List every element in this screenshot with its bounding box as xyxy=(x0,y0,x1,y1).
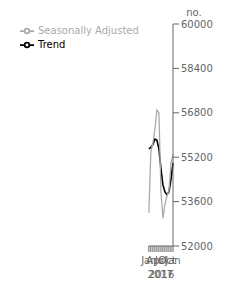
svg-text:52000: 52000 xyxy=(181,241,213,252)
svg-text:2017: 2017 xyxy=(148,269,173,280)
svg-text:Jan: Jan xyxy=(164,255,180,266)
svg-text:58400: 58400 xyxy=(181,63,213,74)
svg-text:60000: 60000 xyxy=(181,19,213,30)
svg-text:53600: 53600 xyxy=(181,196,213,207)
html-text:Trend: Trend xyxy=(38,39,66,50)
svg-text:55200: 55200 xyxy=(181,152,213,163)
svg-text:56800: 56800 xyxy=(181,107,213,118)
html-text:Seasonally Adjusted: Seasonally Adjusted xyxy=(38,25,139,36)
svg-text:no.: no. xyxy=(186,8,201,18)
